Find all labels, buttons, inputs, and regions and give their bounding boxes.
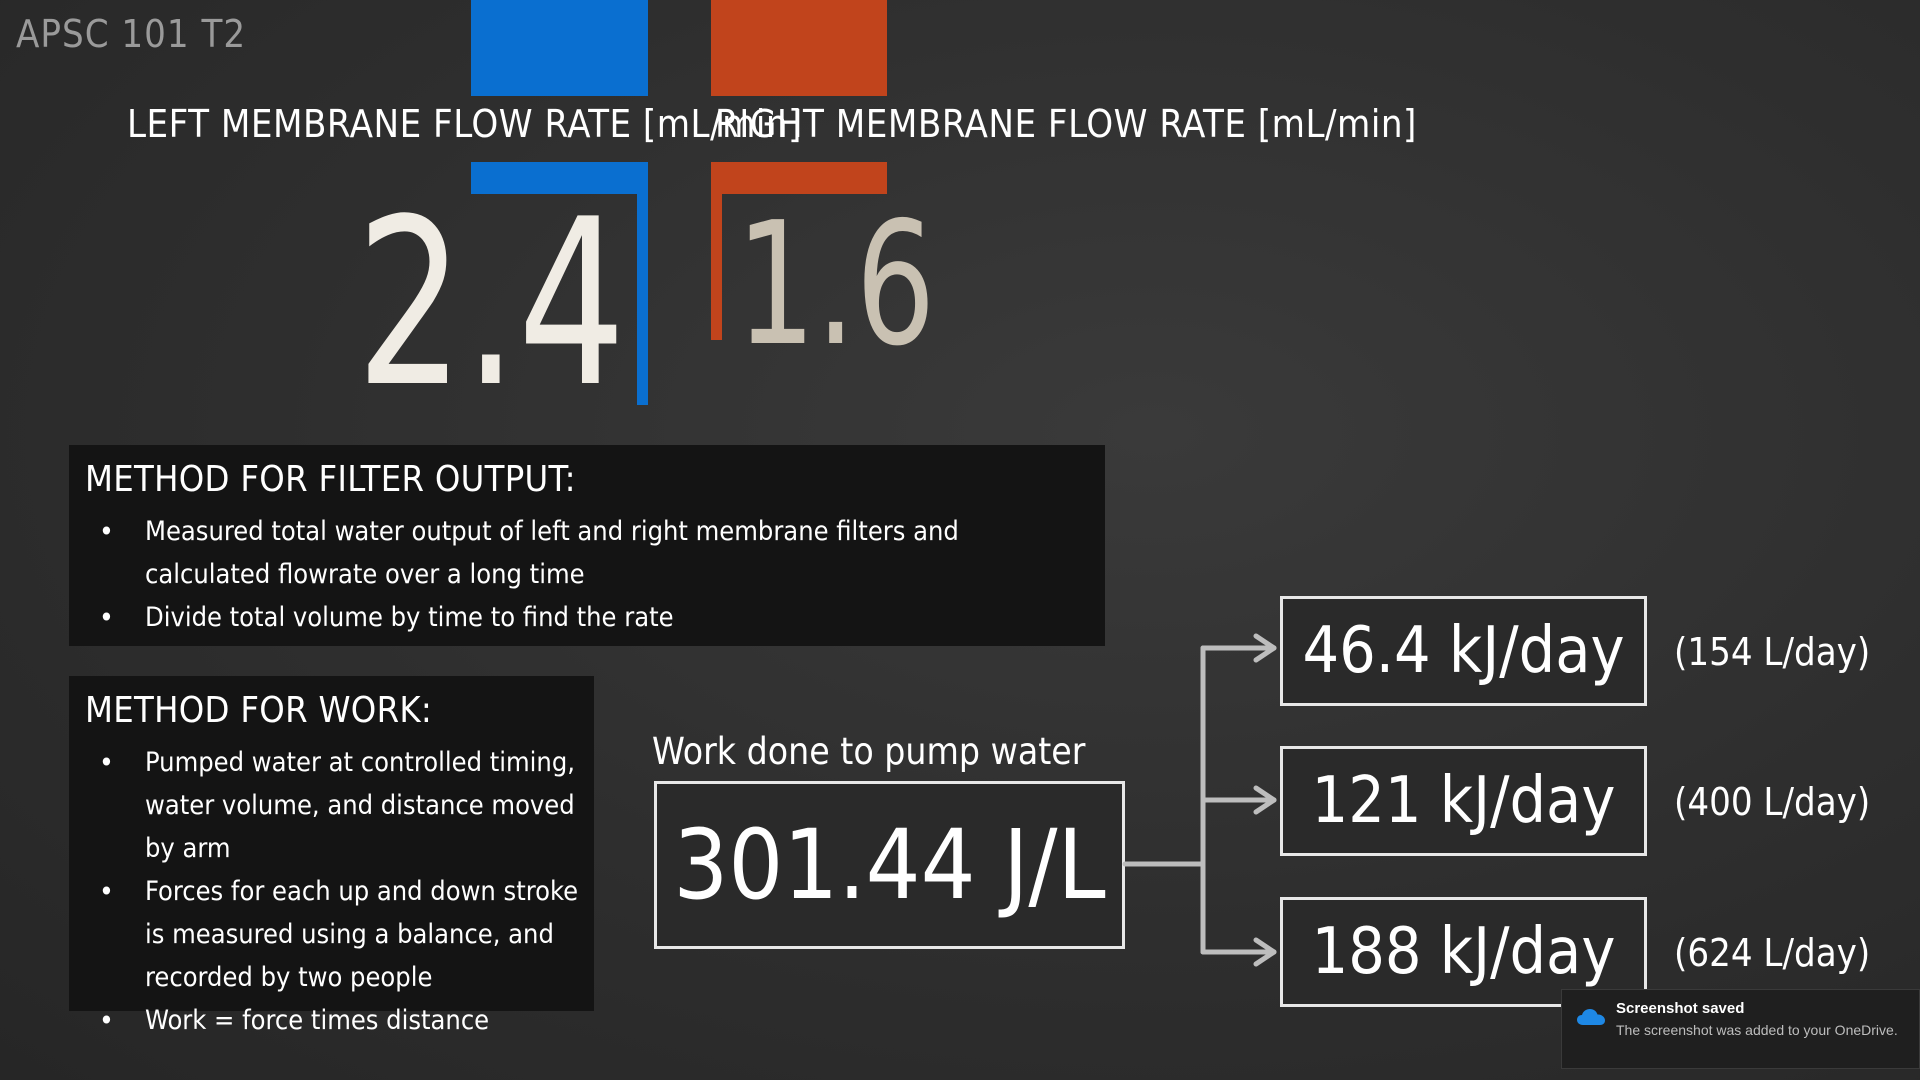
volume-note-1: (154 L/day) — [1674, 630, 1871, 674]
left-color-bar-vertical — [637, 162, 648, 405]
left-color-block-top — [471, 0, 648, 96]
list-item: Measured total water output of left and … — [85, 510, 1089, 596]
left-flow-label: LEFT MEMBRANE FLOW RATE [mL/min] — [127, 102, 802, 146]
toast-body: The screenshot was added to your OneDriv… — [1616, 1022, 1898, 1038]
filter-method-list: Measured total water output of left and … — [85, 510, 1089, 639]
energy-output-box-1: 46.4 kJ/day — [1280, 596, 1647, 706]
energy-output-box-2: 121 kJ/day — [1280, 746, 1647, 856]
volume-note-2: (400 L/day) — [1674, 780, 1871, 824]
energy-output-box-3: 188 kJ/day — [1280, 897, 1647, 1007]
filter-method-panel: METHOD FOR FILTER OUTPUT: Measured total… — [69, 445, 1105, 646]
slide-title: APSC 101 T2 — [16, 12, 247, 56]
right-flow-value: 1.6 — [736, 186, 936, 384]
arrow-head-1 — [1253, 633, 1277, 663]
list-item: Pumped water at controlled timing, water… — [85, 741, 578, 870]
screenshot-saved-toast[interactable]: Screenshot saved The screenshot was adde… — [1561, 989, 1920, 1069]
left-color-bar-horizontal — [471, 162, 648, 194]
work-title: Work done to pump water — [652, 730, 1086, 773]
work-value-box: 301.44 J/L — [654, 781, 1125, 949]
right-color-bar-vertical — [711, 162, 722, 340]
right-flow-label: RIGHT MEMBRANE FLOW RATE [mL/min] — [715, 102, 1417, 146]
left-flow-value: 2.4 — [356, 171, 626, 438]
work-method-list: Pumped water at controlled timing, water… — [85, 741, 578, 1042]
work-method-panel: METHOD FOR WORK: Pumped water at control… — [69, 676, 594, 1042]
toast-title: Screenshot saved — [1616, 1000, 1745, 1017]
list-item: Divide total volume by time to find the … — [85, 596, 1089, 639]
arrow-head-2 — [1253, 785, 1277, 815]
onedrive-cloud-icon — [1577, 1009, 1605, 1025]
volume-note-3: (624 L/day) — [1674, 931, 1871, 975]
filter-method-heading: METHOD FOR FILTER OUTPUT: — [85, 459, 576, 500]
right-color-block-top — [711, 0, 887, 96]
list-item: Forces for each up and down stroke is me… — [85, 870, 578, 999]
right-color-bar-horizontal — [711, 162, 887, 194]
arrow-head-3 — [1253, 937, 1277, 967]
work-method-heading: METHOD FOR WORK: — [85, 690, 433, 731]
list-item: Work = force times distance — [85, 999, 578, 1042]
